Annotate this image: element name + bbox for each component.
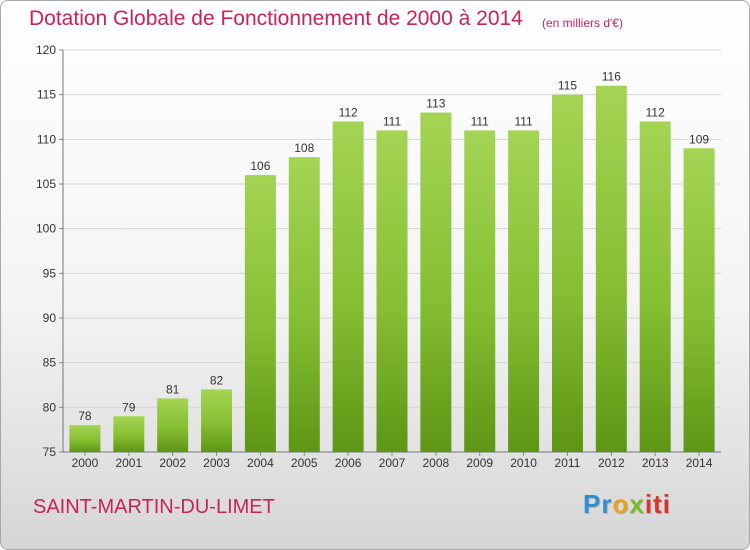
x-tick-label: 2000 [72,456,99,470]
y-tick-label: 75 [43,445,57,459]
chart-subtitle: (en milliers d'€) [542,16,623,30]
y-tick-label: 80 [43,400,57,414]
x-tick-label: 2009 [466,456,493,470]
bar-value-label: 111 [471,114,490,128]
x-tick-label: 2013 [642,456,669,470]
bar-value-label: 116 [602,70,621,84]
y-tick-label: 85 [43,356,57,370]
bar-value-label: 115 [558,79,577,93]
x-tick-label: 2001 [115,456,142,470]
bar-2003 [201,389,233,452]
proxiti-logo: Proxiti [583,489,671,520]
x-tick-label: 2014 [686,456,713,470]
bar-value-label: 109 [689,132,709,146]
bar-value-label: 106 [250,159,270,173]
y-tick-label: 115 [37,88,56,102]
bar-value-label: 111 [383,114,402,128]
x-tick-label: 2010 [510,456,537,470]
bar-2005 [288,157,320,452]
bar-value-label: 112 [646,105,665,119]
bar-2011 [551,94,583,453]
bar-2002 [157,398,189,452]
logo-part-1: Pr [583,489,613,519]
logo-part-3: x [629,489,645,519]
y-tick-label: 100 [36,222,56,236]
bar-value-label: 108 [294,141,314,155]
bar-2008 [420,112,452,453]
bar-2014 [683,148,715,452]
bar-value-label: 111 [514,114,533,128]
bar-value-label: 79 [122,400,136,414]
y-tick-label: 120 [36,43,56,57]
x-tick-label: 2003 [203,456,230,470]
x-tick-label: 2012 [598,456,625,470]
bar-2004 [244,175,276,453]
bar-2007 [376,130,408,452]
bar-2000 [69,425,101,452]
bar-2012 [595,85,627,452]
y-tick-label: 90 [43,311,57,325]
y-tick-label: 110 [37,132,56,146]
bar-2010 [508,130,540,452]
x-tick-label: 2006 [335,456,362,470]
bar-value-label: 78 [78,409,92,423]
place-name: SAINT-MARTIN-DU-LIMET [33,496,275,518]
bar-value-label: 82 [210,373,224,387]
y-tick-label: 105 [36,177,56,191]
x-tick-label: 2004 [247,456,274,470]
x-tick-label: 2005 [291,456,318,470]
x-tick-label: 2002 [159,456,186,470]
bar-value-label: 113 [426,97,445,111]
y-tick-label: 95 [43,266,57,280]
y-tick-labels: 75 80 85 90 95 100 105 110 115 120 [36,43,56,459]
bar-value-labels: 78 79 81 82 106 108 112 111 113 111 111 115 116 112 10… [78,70,709,423]
logo-part-2: o [612,489,630,519]
x-tick-label: 2008 [423,456,450,470]
bar-2013 [639,121,671,452]
bar-2009 [464,130,496,452]
x-tick-label: 2011 [555,456,581,470]
bars [69,85,715,453]
logo-part-4: iti [644,489,671,519]
bar-value-label: 81 [166,382,180,396]
bar-2006 [332,121,364,452]
x-tick-label: 2007 [379,456,406,470]
bar-2001 [113,416,145,452]
x-tick-labels: 2000 2001 2002 2003 2004 2005 2006 2007 2008 2009… [72,456,713,470]
chart-title: Dotation Globale de Fonctionnement de 20… [29,7,523,30]
bar-value-label: 112 [339,105,358,119]
